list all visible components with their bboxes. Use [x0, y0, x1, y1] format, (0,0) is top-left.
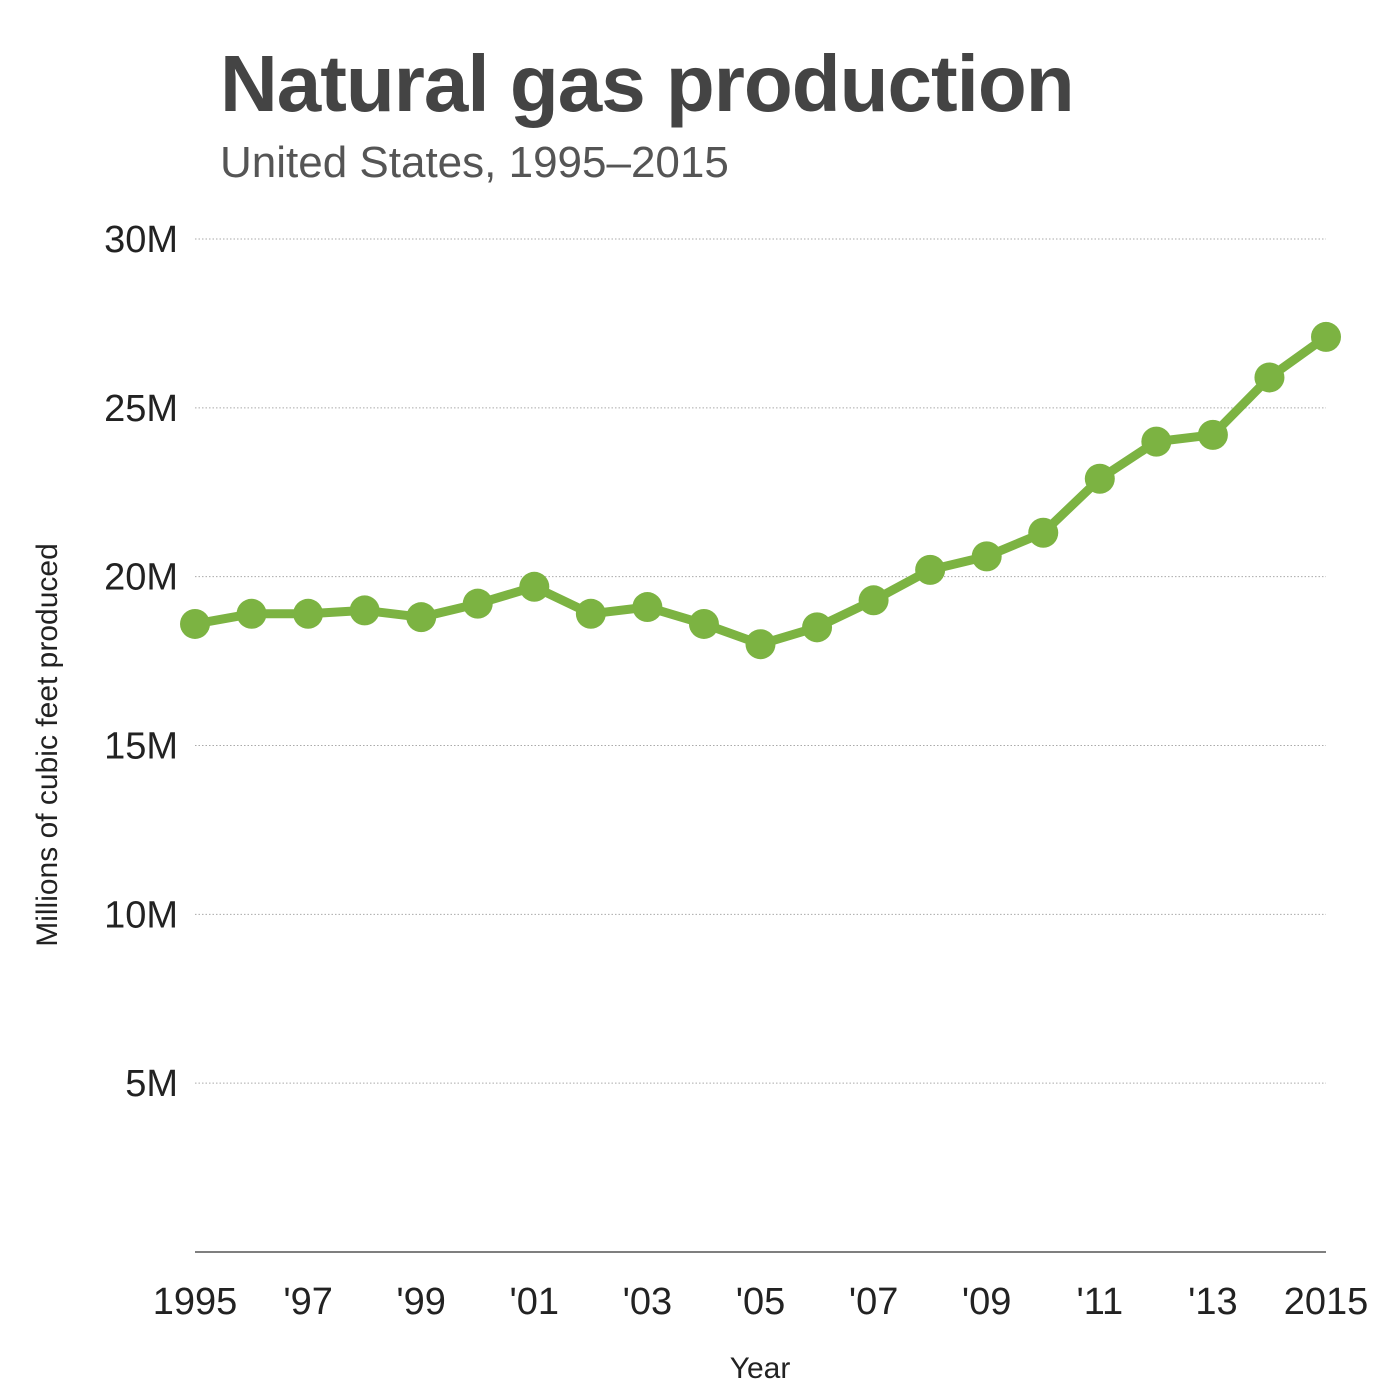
- x-tick-label: '97: [283, 1281, 333, 1323]
- data-point: [858, 585, 889, 616]
- x-tick-label: '99: [396, 1281, 446, 1323]
- data-point: [688, 608, 719, 639]
- data-point: [236, 598, 267, 629]
- y-tick-label: 25M: [104, 388, 178, 430]
- x-tick-labels: 1995 '97 '99 '01 '03 '05 '07 '09 '11 '13 2015: [153, 1281, 1369, 1323]
- data-point: [519, 571, 550, 602]
- y-tick-label: 20M: [104, 557, 178, 599]
- data-point: [1197, 419, 1228, 450]
- data-point: [802, 612, 833, 643]
- data-point: [180, 608, 210, 639]
- y-tick-label: 10M: [104, 894, 178, 936]
- y-tick-label: 30M: [104, 219, 178, 261]
- y-tick-label: 15M: [104, 726, 178, 768]
- data-point: [1254, 362, 1285, 393]
- data-point: [349, 595, 380, 626]
- data-point: [915, 554, 946, 585]
- data-point: [293, 598, 324, 629]
- data-point: [406, 602, 437, 633]
- x-tick-label: '07: [849, 1281, 899, 1323]
- chart-title: Natural gas production: [220, 39, 1075, 128]
- series-points: [180, 321, 1341, 660]
- data-point: [1028, 517, 1059, 548]
- data-point: [1141, 426, 1172, 457]
- x-tick-label: '13: [1188, 1281, 1238, 1323]
- x-tick-label: '05: [736, 1281, 786, 1323]
- x-tick-label: 2015: [1284, 1281, 1369, 1323]
- data-point: [575, 598, 606, 629]
- x-tick-label: 1995: [153, 1281, 238, 1323]
- data-point: [971, 541, 1002, 572]
- data-point: [745, 629, 776, 660]
- x-tick-label: '03: [623, 1281, 673, 1323]
- x-tick-label: '01: [510, 1281, 560, 1323]
- x-tick-label: '09: [962, 1281, 1012, 1323]
- y-gridlines: [195, 238, 1326, 1084]
- x-axis-title: Year: [730, 1352, 791, 1385]
- y-axis-title: Millions of cubic feet produced: [31, 543, 64, 947]
- data-point: [1084, 463, 1115, 494]
- data-point: [462, 588, 493, 619]
- y-tick-label: 5M: [125, 1063, 178, 1105]
- x-tick-label: '11: [1076, 1281, 1123, 1323]
- data-point: [632, 592, 663, 623]
- chart-subtitle: United States, 1995–2015: [220, 138, 729, 187]
- y-tick-labels: 5M 10M 15M 20M 25M 30M: [104, 219, 178, 1105]
- data-point: [1311, 321, 1341, 352]
